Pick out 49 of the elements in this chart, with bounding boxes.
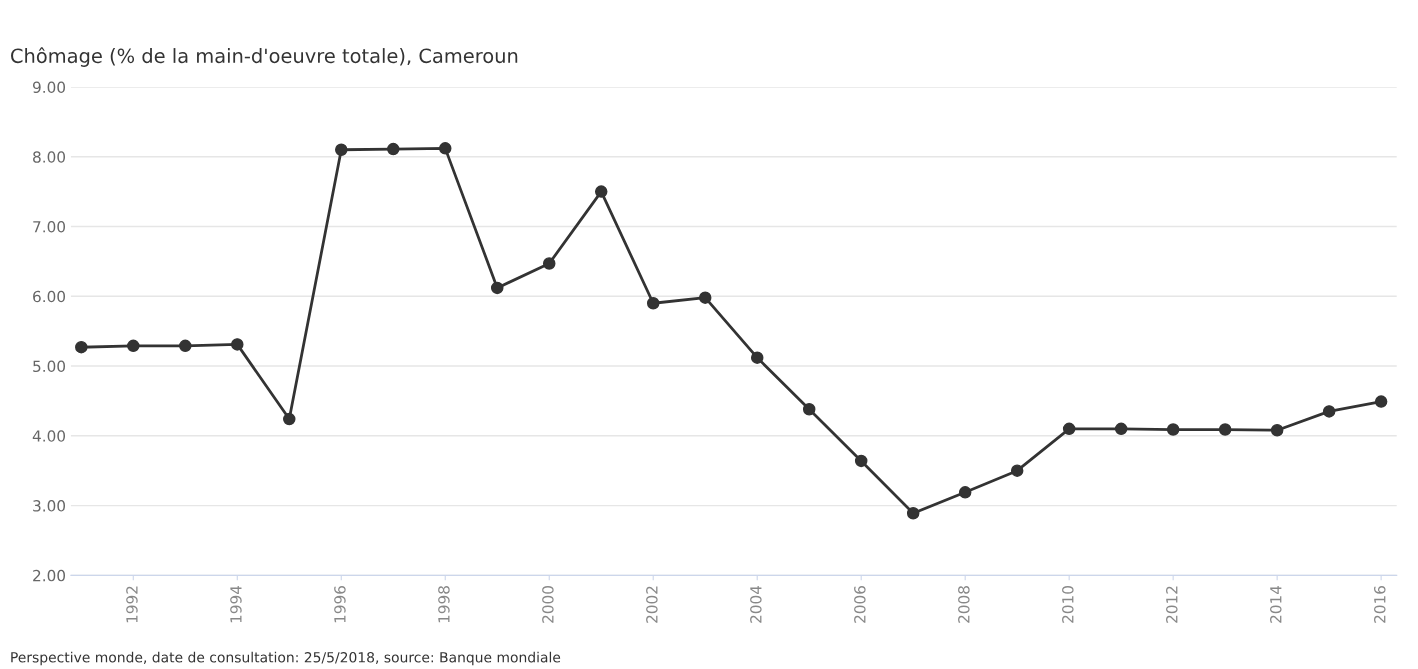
y-tick-label: 4.00 — [32, 430, 66, 442]
x-tick-label: 1992 — [126, 586, 138, 623]
text: Perspective monde, date de consultation: 25/5/2018, source: Banque mondiale — [11, 651, 561, 666]
point — [594, 185, 608, 198]
y-tick-label: 7.00 — [33, 220, 66, 233]
point — [231, 338, 244, 351]
point — [1010, 464, 1024, 477]
x-tick-label: 2012 — [1166, 586, 1178, 623]
point — [1374, 395, 1388, 408]
x-tick-label: 1994 — [230, 585, 242, 623]
point — [179, 339, 192, 353]
x-tick-label: 2014 — [1270, 585, 1282, 623]
point — [906, 506, 920, 520]
point — [1062, 422, 1076, 436]
x-tick-label: 1996 — [334, 586, 346, 623]
y-tick-label: 8.00 — [33, 151, 66, 163]
y-tick-label: 6.00 — [33, 290, 66, 303]
point — [75, 340, 88, 354]
point — [802, 403, 816, 416]
point — [646, 296, 660, 310]
point — [1218, 423, 1232, 436]
y-tick-label: 3.00 — [33, 500, 66, 512]
x-tick-label: 2010 — [1062, 586, 1074, 623]
x-tick-label: 2004 — [750, 585, 762, 623]
point — [1166, 423, 1180, 436]
point — [335, 143, 348, 157]
x-tick-label: 2008 — [958, 586, 970, 623]
chart-title: Chômage (% de la main-d'oeuvre totale), Cameroun — [11, 47, 518, 67]
x-tick-label: 2002 — [646, 586, 658, 623]
y-tick-label: 5.00 — [33, 360, 66, 373]
point — [387, 142, 400, 156]
point — [439, 142, 452, 155]
point — [542, 257, 556, 270]
x-tick-label: 1998 — [438, 586, 450, 623]
x-tick-label: 2000 — [542, 586, 554, 623]
y-tick-label: 9.00 — [32, 81, 66, 93]
point — [958, 486, 972, 499]
point — [750, 351, 764, 364]
point — [127, 339, 140, 353]
x-tick-label: 2006 — [854, 586, 866, 623]
point — [1322, 405, 1336, 418]
point — [283, 412, 296, 426]
point — [1270, 423, 1284, 437]
y-tick-label: 2.00 — [33, 569, 66, 582]
point — [854, 454, 868, 468]
point — [1114, 422, 1128, 436]
point — [490, 281, 504, 295]
point — [698, 291, 712, 304]
x-tick-label: 2016 — [1374, 586, 1386, 623]
